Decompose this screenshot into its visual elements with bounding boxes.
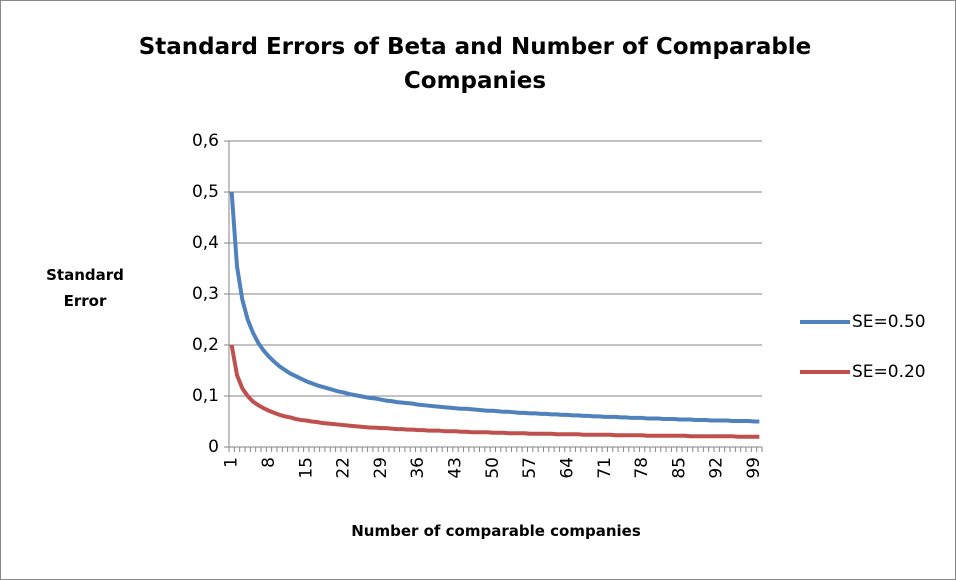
series-line — [229, 191, 760, 424]
x-tick-label: 64 — [557, 457, 577, 479]
x-tick-label: 22 — [334, 457, 354, 479]
series-line — [229, 344, 760, 439]
y-tick-label: 0,4 — [192, 233, 219, 253]
y-tick-label: 0,3 — [192, 284, 219, 304]
x-tick-label: 15 — [296, 457, 316, 479]
x-tick-label: 92 — [707, 457, 727, 479]
x-tick-label: 71 — [595, 457, 615, 479]
x-tick-label: 1 — [222, 457, 242, 468]
x-tick-label: 57 — [520, 457, 540, 479]
x-tick-label: 36 — [408, 457, 428, 479]
y-tick-label: 0,6 — [192, 131, 219, 151]
y-axis-title: Standard Error — [46, 266, 124, 310]
x-tick-label: 50 — [483, 457, 503, 479]
x-tick-label: 99 — [744, 457, 764, 479]
y-tick-label: 0,5 — [192, 182, 219, 202]
x-tick-label: 43 — [446, 457, 466, 479]
x-axis-title: Number of comparable companies — [351, 522, 641, 540]
y-tick-label: 0,1 — [192, 386, 219, 406]
chart-title: Standard Errors of Beta and Number of Co… — [138, 34, 812, 94]
legend-label: SE=0.20 — [852, 362, 926, 382]
legend-label: SE=0.50 — [852, 312, 926, 332]
x-tick-label: 8 — [259, 457, 279, 468]
y-tick-label: 0 — [208, 437, 219, 457]
x-tick-label: 29 — [371, 457, 391, 479]
x-tick-label: 85 — [669, 457, 689, 479]
y-tick-label: 0,2 — [192, 335, 219, 355]
x-tick-label: 78 — [632, 457, 652, 479]
